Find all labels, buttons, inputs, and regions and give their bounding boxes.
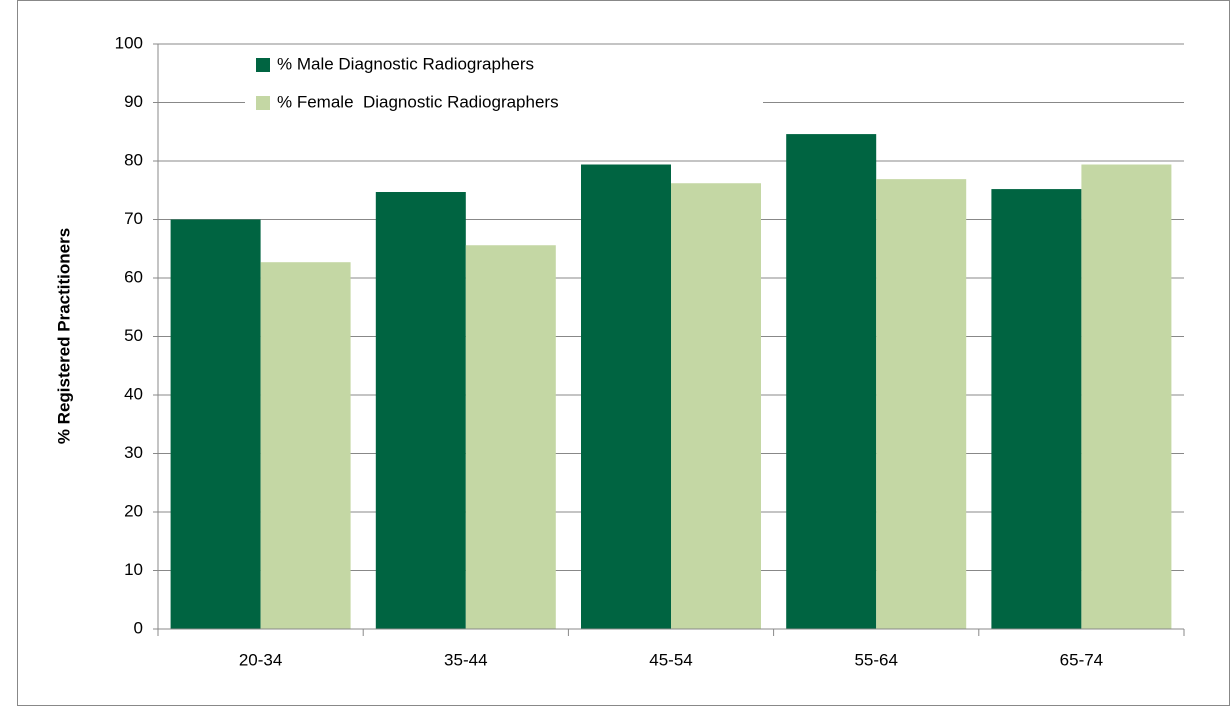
x-tick-label: 55-64 (854, 650, 897, 669)
bar (876, 179, 967, 629)
x-tick-label: 45-54 (649, 650, 692, 669)
y-tick-label: 20 (124, 501, 143, 520)
legend-label: % Female Diagnostic Radiographers (277, 92, 559, 111)
bar (581, 164, 671, 629)
legend-box (245, 50, 763, 120)
y-tick-label: 30 (124, 443, 143, 462)
bar (465, 245, 556, 630)
x-tick-label: 65-74 (1060, 650, 1103, 669)
y-tick-label: 40 (124, 384, 143, 403)
bar (260, 262, 351, 629)
bar (786, 134, 877, 629)
y-tick-label: 90 (124, 92, 143, 111)
y-tick-label: 50 (124, 326, 143, 345)
bar (991, 189, 1082, 629)
legend-label: % Male Diagnostic Radiographers (277, 54, 534, 73)
legend-swatch (256, 96, 270, 110)
y-tick-label: 10 (124, 560, 143, 579)
x-tick-label: 20-34 (239, 650, 282, 669)
bar (1081, 164, 1172, 629)
x-tick-label: 35-44 (444, 650, 487, 669)
legend-swatch (256, 58, 270, 72)
y-axis-label: % Registered Practitioners (54, 228, 73, 444)
bar (671, 183, 761, 630)
bar (375, 192, 466, 629)
y-tick-label: 80 (124, 150, 143, 169)
y-tick-label: 100 (115, 33, 143, 52)
y-tick-label: 0 (134, 618, 143, 637)
y-tick-label: 70 (124, 209, 143, 228)
y-tick-label: 60 (124, 267, 143, 286)
bar (170, 219, 261, 629)
